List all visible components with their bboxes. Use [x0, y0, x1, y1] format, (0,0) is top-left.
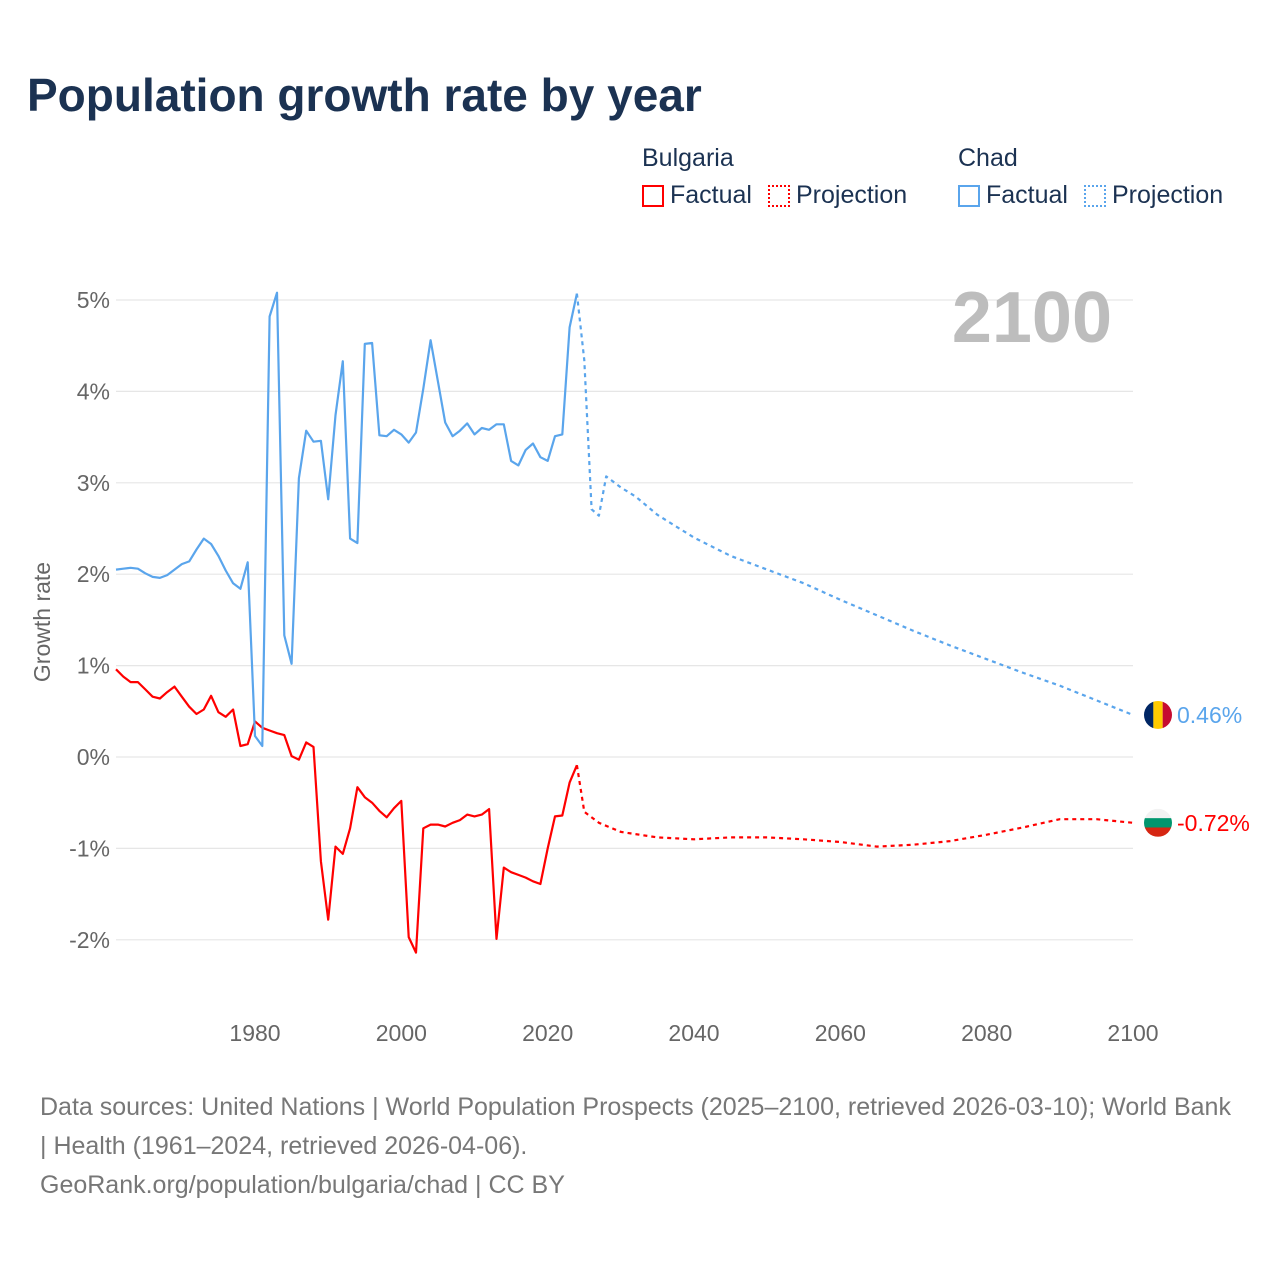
legend-group-title: Chad — [958, 144, 1018, 172]
chad-flag-icon — [1144, 700, 1172, 729]
source-link[interactable]: GeoRank.org/population/bulgaria/chad | C… — [40, 1171, 565, 1199]
y-tick-label: -1% — [69, 835, 110, 861]
legend-bulgaria-factual[interactable]: Factual — [642, 181, 752, 210]
bulgaria-projection-line — [575, 765, 1134, 848]
chad-factual-line — [115, 291, 578, 748]
data-sources: Data sources: United Nations | World Pop… — [40, 1093, 1231, 1160]
x-tick-label: 2100 — [1107, 1020, 1158, 1046]
legend-bulgaria-projection[interactable]: Projection — [767, 181, 908, 210]
legend-swatch-dotted — [767, 184, 790, 207]
x-tick-label: 2060 — [815, 1020, 866, 1046]
legend-bulgaria: Bulgaria Factual Projection — [642, 144, 907, 210]
legend-label: Factual — [986, 181, 1068, 209]
y-tick-label: 0% — [77, 744, 110, 770]
legend-chad-projection[interactable]: Projection — [1083, 181, 1224, 210]
y-tick-label: 1% — [77, 653, 110, 679]
y-axis-label: Growth rate — [29, 562, 55, 682]
legend-swatch-solid — [958, 184, 980, 207]
x-tick-label: 2000 — [376, 1020, 427, 1046]
legend-group-title: Bulgaria — [642, 144, 734, 172]
y-tick-label: 2% — [77, 561, 110, 587]
legend-swatch-dotted — [1083, 184, 1106, 207]
legend-label: Factual — [670, 181, 752, 209]
bulgaria-end-value: -0.72% — [1177, 810, 1250, 836]
legend-label: Projection — [795, 181, 908, 209]
bulgaria-factual-line — [115, 668, 578, 954]
legend-swatch-solid — [642, 184, 664, 207]
chad-end-value: 0.46% — [1177, 702, 1242, 728]
x-tick-label: 2080 — [961, 1020, 1012, 1046]
chart-title: Population growth rate by year — [27, 69, 702, 121]
bulgaria-flag-icon — [1144, 808, 1172, 837]
y-tick-label: 3% — [77, 470, 110, 496]
x-tick-label: 2040 — [668, 1020, 719, 1046]
legend-chad-factual[interactable]: Factual — [958, 181, 1068, 210]
x-tick-label: 2020 — [522, 1020, 573, 1046]
x-tick-label: 1980 — [229, 1020, 280, 1046]
y-tick-label: -2% — [69, 927, 110, 953]
footer: Data sources: United Nations | World Pop… — [40, 1088, 1240, 1205]
y-tick-label: 4% — [77, 378, 110, 404]
legend-chad: Chad Factual Projection — [958, 144, 1223, 210]
legend-label: Projection — [1111, 181, 1224, 209]
year-label: 2100 — [952, 278, 1112, 358]
y-tick-label: 5% — [77, 287, 110, 313]
